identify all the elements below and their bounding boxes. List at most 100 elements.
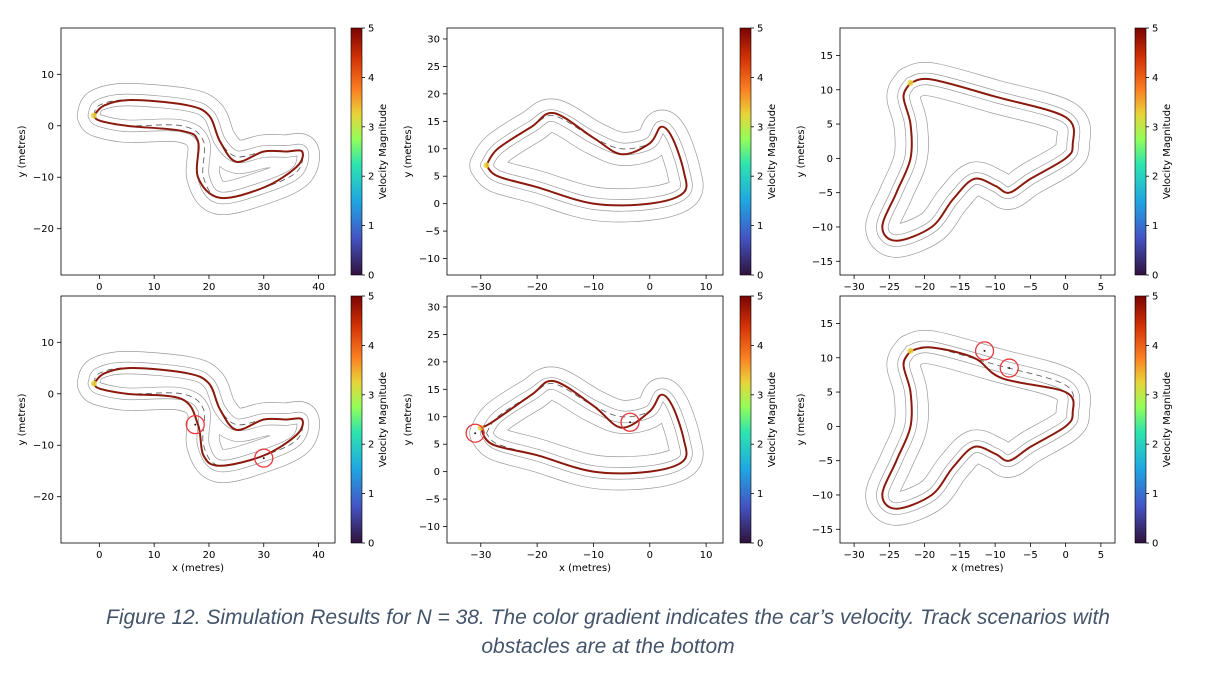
plot-area bbox=[469, 98, 704, 223]
subplot-1: 0 10 20 30 40 10 0 −10 −20 y (metres) 0 1 2 3 4 5 Veloci… bbox=[17, 24, 389, 294]
figure-caption: Figure 12. Simulation Results for N = 38… bbox=[0, 603, 1216, 661]
y-tick-label: 10 bbox=[41, 338, 54, 349]
y-tick-label: 10 bbox=[820, 85, 833, 96]
y-tick-label: 0 bbox=[827, 154, 833, 165]
x-tick-label: 20 bbox=[203, 550, 216, 561]
x-tick-label: −15 bbox=[949, 282, 970, 293]
colorbar-tick-label: 3 bbox=[1152, 122, 1158, 133]
subplot-4: 0 10 20 30 40 10 0 −10 −20 y (metres) x (metres) 0 1… bbox=[17, 292, 389, 575]
colorbar-tick-label: 5 bbox=[757, 292, 763, 303]
track-centerline bbox=[486, 383, 687, 474]
x-tick-label: 0 bbox=[96, 282, 102, 293]
x-tick-label: −20 bbox=[914, 282, 935, 293]
y-tick-label: 5 bbox=[434, 172, 440, 183]
trajectory-line bbox=[93, 99, 304, 200]
y-tick-label: −5 bbox=[818, 188, 833, 199]
colorbar bbox=[1134, 295, 1147, 544]
trajectory-slow-segment bbox=[477, 424, 484, 431]
x-tick-label: 5 bbox=[1098, 282, 1104, 293]
y-tick-label: −15 bbox=[812, 525, 833, 536]
colorbar-tick-label: 4 bbox=[757, 341, 763, 352]
x-tick-label: −20 bbox=[914, 550, 935, 561]
colorbar-tick-label: 4 bbox=[1152, 341, 1158, 352]
axes-frame bbox=[60, 295, 336, 544]
obstacle-center bbox=[262, 457, 265, 460]
y-axis-label: y (metres) bbox=[403, 393, 414, 445]
axes-frame bbox=[446, 295, 724, 544]
trajectory-slow-segment bbox=[90, 380, 97, 387]
x-tick-label: 10 bbox=[700, 550, 713, 561]
colorbar-tick-label: 4 bbox=[757, 73, 763, 84]
colorbar-tick-label: 5 bbox=[368, 24, 374, 35]
y-tick-label: 0 bbox=[434, 199, 440, 210]
colorbar-tick-label: 0 bbox=[1152, 539, 1158, 550]
x-tick-label: 10 bbox=[148, 282, 161, 293]
obstacle-marker bbox=[185, 414, 205, 435]
trajectory-line bbox=[485, 111, 688, 207]
y-tick-label: −5 bbox=[425, 495, 440, 506]
x-tick-label: −10 bbox=[583, 282, 604, 293]
x-axis-label: x (metres) bbox=[559, 563, 611, 574]
plot-area bbox=[865, 61, 1092, 258]
obstacle-center bbox=[194, 423, 197, 426]
x-tick-label: 30 bbox=[257, 550, 270, 561]
y-axis-label: y (metres) bbox=[796, 393, 807, 445]
x-tick-label: 0 bbox=[96, 550, 102, 561]
x-tick-label: −30 bbox=[844, 282, 865, 293]
colorbar-tick-label: 5 bbox=[1152, 292, 1158, 303]
obstacle-marker bbox=[465, 423, 485, 443]
axes-frame bbox=[839, 27, 1116, 276]
track-centerline bbox=[486, 115, 687, 206]
colorbar-tick-label: 1 bbox=[1152, 489, 1158, 500]
y-tick-label: −20 bbox=[33, 492, 54, 503]
colorbar bbox=[1134, 27, 1147, 276]
colorbar bbox=[739, 27, 752, 276]
y-tick-label: 0 bbox=[48, 389, 54, 400]
y-tick-label: −5 bbox=[425, 227, 440, 238]
y-tick-label: 15 bbox=[427, 117, 440, 128]
obstacle-marker bbox=[254, 448, 274, 468]
y-axis-label: y (metres) bbox=[17, 125, 28, 177]
colorbar-tick-label: 2 bbox=[368, 440, 374, 451]
y-tick-label: 20 bbox=[427, 89, 440, 100]
colorbar-tick-label: 0 bbox=[757, 271, 763, 282]
y-tick-label: 0 bbox=[434, 467, 440, 478]
axes-frame bbox=[839, 295, 1116, 544]
x-tick-label: −5 bbox=[1023, 550, 1038, 561]
y-tick-label: −10 bbox=[419, 254, 440, 265]
x-tick-label: 0 bbox=[1062, 282, 1068, 293]
x-tick-label: −5 bbox=[1023, 282, 1038, 293]
y-tick-label: 15 bbox=[820, 319, 833, 330]
y-tick-label: −10 bbox=[812, 222, 833, 233]
y-tick-label: 0 bbox=[827, 422, 833, 433]
colorbar-tick-label: 1 bbox=[757, 489, 763, 500]
y-tick-label: 5 bbox=[434, 440, 440, 451]
y-tick-label: 15 bbox=[427, 385, 440, 396]
colorbar-tick-label: 0 bbox=[1152, 271, 1158, 282]
x-tick-label: 10 bbox=[148, 550, 161, 561]
colorbar-tick-label: 1 bbox=[1152, 221, 1158, 232]
x-tick-label: 0 bbox=[647, 550, 653, 561]
colorbar bbox=[739, 295, 752, 544]
x-axis-label: x (metres) bbox=[172, 563, 224, 574]
colorbar-tick-label: 3 bbox=[757, 390, 763, 401]
colorbar-tick-label: 0 bbox=[368, 539, 374, 550]
colorbar-tick-label: 2 bbox=[757, 172, 763, 183]
colorbar-tick-label: 0 bbox=[368, 271, 374, 282]
colorbar-tick-label: 0 bbox=[757, 539, 763, 550]
caption-line-2: obstacles are at the bottom bbox=[481, 635, 735, 658]
x-tick-label: −25 bbox=[879, 282, 900, 293]
x-tick-label: −30 bbox=[470, 550, 491, 561]
y-tick-label: 30 bbox=[427, 34, 440, 45]
y-tick-label: 5 bbox=[827, 388, 833, 399]
axes-frame bbox=[446, 27, 724, 276]
x-tick-label: −10 bbox=[985, 282, 1006, 293]
colorbar-tick-label: 2 bbox=[1152, 440, 1158, 451]
colorbar-label: Velocity Magnitude bbox=[1162, 372, 1173, 467]
y-tick-label: 20 bbox=[427, 357, 440, 368]
x-tick-label: −20 bbox=[527, 550, 548, 561]
colorbar bbox=[350, 27, 363, 276]
colorbar-label: Velocity Magnitude bbox=[378, 372, 389, 467]
x-tick-label: 30 bbox=[257, 282, 270, 293]
x-tick-label: −25 bbox=[879, 550, 900, 561]
